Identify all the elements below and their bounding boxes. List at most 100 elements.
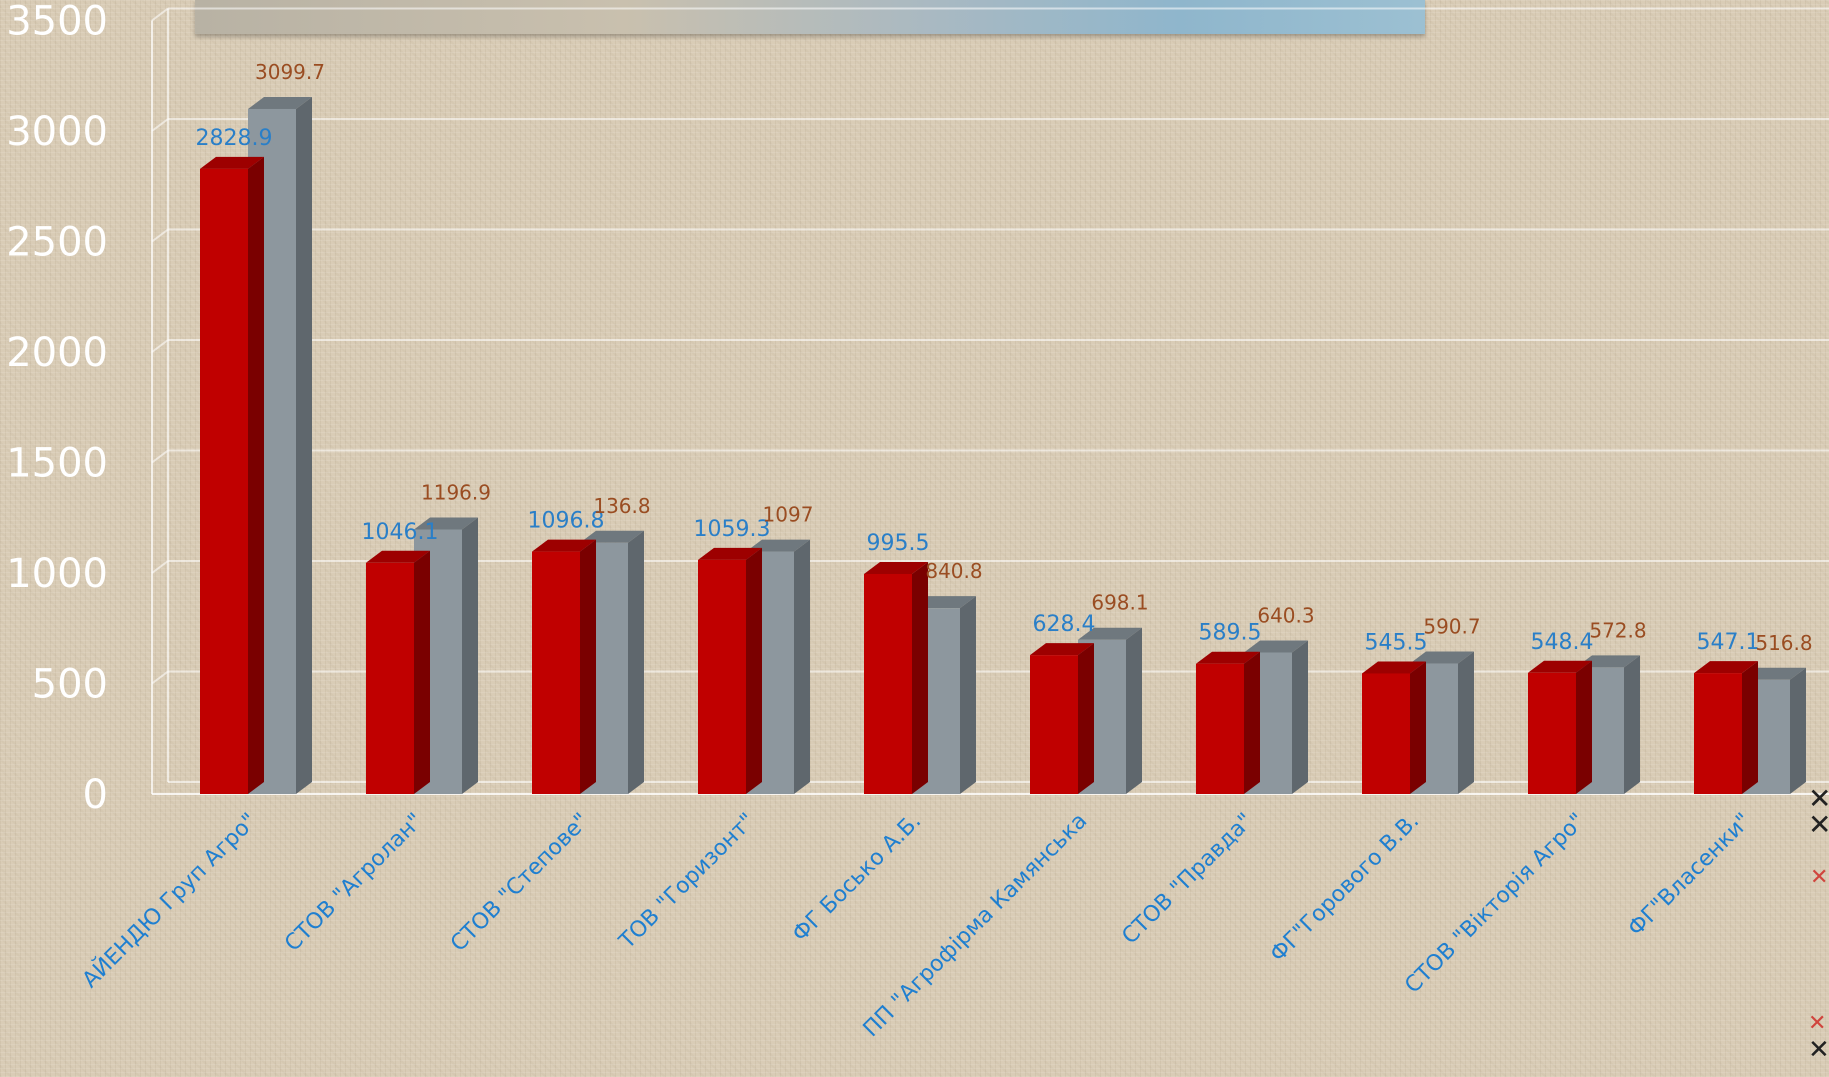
bar-series-a-side xyxy=(1078,643,1094,794)
value-label-series-a: 589.5 xyxy=(1199,621,1262,646)
bar-series-b-side xyxy=(960,596,976,794)
bar-series-b-side xyxy=(794,539,810,794)
bar-series-a-top xyxy=(366,550,430,563)
y-axis-tick-labels: 0 500 1000 1500 2000 2500 3000 3500 xyxy=(6,0,108,818)
bar-series-b-side xyxy=(1790,667,1806,794)
bar-series-a-side xyxy=(1244,651,1260,794)
bar-series-a xyxy=(200,156,264,794)
y-tick-label: 0 xyxy=(83,772,108,818)
bar-series-a xyxy=(1362,661,1426,794)
stitch-mark: ✕ xyxy=(1808,1035,1829,1065)
value-label-series-a: 1059.3 xyxy=(694,517,771,542)
y-tick-label: 500 xyxy=(32,662,108,708)
value-label-series-a: 995.5 xyxy=(867,531,930,556)
bar-series-a-top xyxy=(200,156,264,169)
bar-series-b-side xyxy=(1292,640,1308,794)
grid-line-connector xyxy=(151,449,169,464)
bar-series-a-front xyxy=(1694,673,1742,794)
y-tick-label: 2500 xyxy=(6,220,108,266)
bar-series-a-front xyxy=(366,562,414,794)
value-label-series-b: 572.8 xyxy=(1589,618,1646,642)
stitch-mark: ✕ xyxy=(1810,865,1828,890)
bar-series-a-top xyxy=(864,561,928,574)
stitch-mark: ✕ xyxy=(1808,782,1829,815)
bar-series-a-front xyxy=(1528,672,1576,794)
y-tick-label: 3000 xyxy=(6,109,108,155)
x-tick-label: ФГ"Горового В.В. xyxy=(1266,809,1425,968)
bar-series-a-top xyxy=(1694,661,1758,674)
bar-series-b-top xyxy=(1078,627,1142,640)
bar-series-a xyxy=(864,561,928,794)
bar-series-a xyxy=(366,550,430,794)
y-tick-label: 1000 xyxy=(6,551,108,597)
value-label-series-a: 628.4 xyxy=(1033,612,1096,637)
bar-series-a-top xyxy=(698,547,762,560)
x-tick-label: СТОВ "Правда" xyxy=(1117,809,1258,950)
bars xyxy=(200,96,1806,794)
value-label-series-b: 640.3 xyxy=(1257,603,1314,627)
value-label-series-a: 1096.8 xyxy=(528,509,605,534)
bar-series-b-side xyxy=(628,530,644,794)
bar-series-a-top xyxy=(532,539,596,552)
bar-series-a xyxy=(1528,660,1592,794)
bar-series-a-side xyxy=(1410,661,1426,794)
grid-line-connector xyxy=(151,118,169,132)
bar-series-a-front xyxy=(1030,655,1078,794)
y-tick-label: 3500 xyxy=(6,0,108,45)
bar-series-a-front xyxy=(698,559,746,794)
top-photo-strip xyxy=(195,0,1425,34)
value-label-series-a: 548.4 xyxy=(1531,630,1594,655)
y-tick-label: 1500 xyxy=(6,441,108,487)
value-label-series-b: 590.7 xyxy=(1423,614,1480,638)
grid-line-connector xyxy=(151,7,169,22)
x-tick-label: ФГ Босько А.Б. xyxy=(788,809,926,947)
value-label-series-b: 698.1 xyxy=(1091,591,1148,615)
bar-series-a-side xyxy=(248,156,264,794)
stitch-mark: ✕ xyxy=(1808,1011,1826,1036)
value-label-series-b: 840.8 xyxy=(925,559,982,583)
value-label-series-b: 516.8 xyxy=(1755,631,1812,655)
stitch-mark: ✕ xyxy=(1808,808,1829,841)
value-label-series-b: 136.8 xyxy=(593,494,650,518)
bar-series-a xyxy=(1694,661,1758,794)
bar-series-a-side xyxy=(580,539,596,794)
bar-series-b-top xyxy=(248,96,312,109)
bar-series-a xyxy=(698,547,762,794)
cross-stitch-ornament: ✕ ✕ ✕ ✕ ✕ xyxy=(1808,782,1829,1065)
grid-line-connector xyxy=(151,560,169,574)
bar-series-a xyxy=(1030,643,1094,794)
x-tick-label: ФГ"Власенки" xyxy=(1623,809,1756,942)
bar-series-a xyxy=(1196,651,1260,794)
bar-series-a-front xyxy=(1362,673,1410,794)
bar-series-a-top xyxy=(1196,651,1260,664)
grid-line-connector xyxy=(151,228,169,243)
bar-series-a-side xyxy=(912,561,928,794)
bar-series-a xyxy=(532,539,596,794)
x-tick-label: АЙЕНДЮ Груп Агро" xyxy=(77,808,262,993)
bar-series-a-side xyxy=(414,550,430,794)
y-tick-label: 2000 xyxy=(6,330,108,376)
bar-series-a-side xyxy=(746,547,762,794)
bar-series-a-side xyxy=(1742,661,1758,794)
bar-series-b-top xyxy=(414,517,478,530)
grid-line-connector xyxy=(151,670,169,685)
bar-series-a-top xyxy=(1030,643,1094,656)
bar-series-a-side xyxy=(1576,660,1592,794)
x-axis-tick-labels: АЙЕНДЮ Груп Агро" СТОВ "Агролан" СТОВ "Сте… xyxy=(77,808,1756,1042)
bar-series-b-side xyxy=(1624,655,1640,794)
bar-series-a-front xyxy=(1196,663,1244,794)
x-tick-label: ТОВ "Горизонт" xyxy=(614,809,760,955)
bar-series-b-side xyxy=(1458,651,1474,794)
bar-series-a-top xyxy=(1362,661,1426,674)
bar-series-b-side xyxy=(296,96,312,794)
value-label-series-a: 547.1 xyxy=(1697,630,1760,655)
grid-line-connector xyxy=(151,339,169,353)
bar-series-b-side xyxy=(1126,627,1142,794)
bar-series-a-front xyxy=(532,551,580,794)
value-label-series-b: 3099.7 xyxy=(255,60,325,84)
value-label-series-b: 1196.9 xyxy=(421,480,491,504)
x-tick-label: СТОВ "Агролан" xyxy=(280,809,428,957)
value-label-series-b: 1097 xyxy=(763,503,814,527)
x-tick-label: СТОВ "Степове" xyxy=(446,809,594,957)
